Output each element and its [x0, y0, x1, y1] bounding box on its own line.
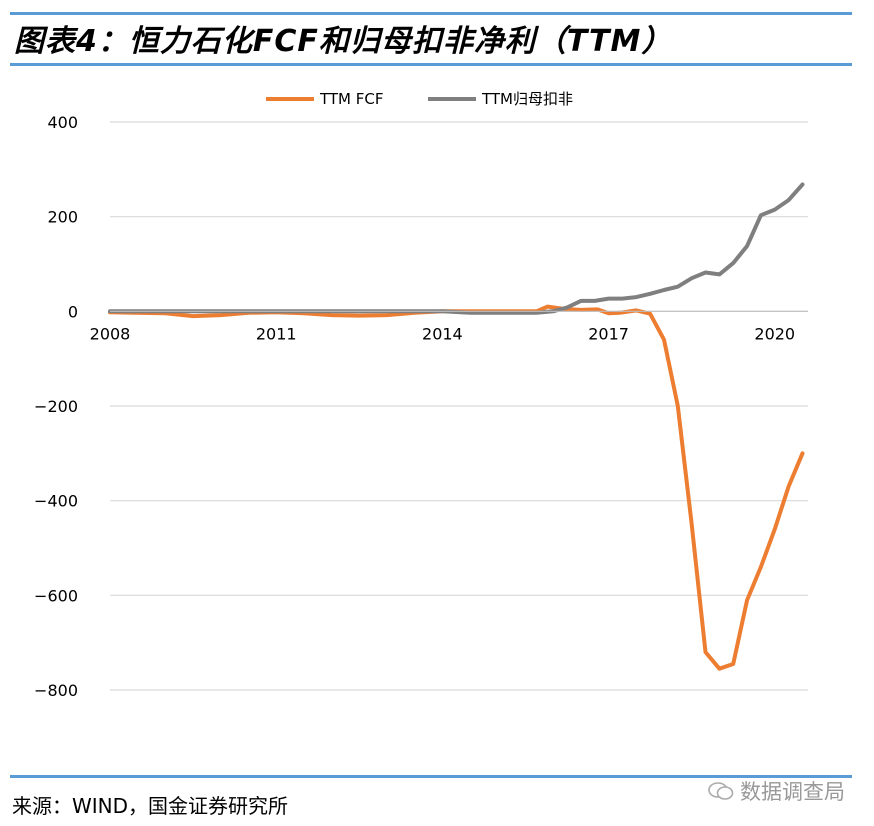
title-top-rule [10, 12, 852, 15]
y-tick-label: 0 [68, 302, 78, 321]
y-tick-label: −600 [34, 586, 78, 605]
y-tick-label: −200 [34, 397, 78, 416]
x-tick-label: 2014 [422, 324, 463, 343]
x-tick-label: 2008 [90, 324, 131, 343]
y-tick-label: −800 [34, 681, 78, 700]
legend-label: TTM FCF [319, 90, 384, 108]
series-line [108, 182, 805, 315]
y-tick-label: 400 [47, 113, 78, 132]
grid-lines [110, 121, 808, 691]
watermark: 数据调查局 [708, 776, 845, 806]
series-line [108, 304, 805, 671]
legend-label: TTM归母扣非 [481, 90, 573, 108]
y-tick-label: 200 [47, 208, 78, 227]
legend: TTM FCF TTM归母扣非 [266, 90, 573, 108]
y-tick-label: −400 [34, 492, 78, 511]
footer-rule [10, 775, 852, 778]
x-tick-label: 2020 [754, 324, 795, 343]
x-tick-label: 2011 [256, 324, 297, 343]
watermark-text: 数据调查局 [740, 780, 845, 804]
x-axis: 2008 2011 2014 2017 2020 [90, 310, 808, 343]
chat-bubbles-icon [708, 782, 734, 800]
title-bottom-rule [10, 63, 852, 66]
y-axis: 400 200 0 −200 −400 −600 −800 [34, 113, 78, 700]
figure-title: 图表4：恒力石化FCF和归母扣非净利（TTM） [14, 24, 673, 59]
series-lines [108, 182, 805, 671]
source-note: 来源：WIND，国金证券研究所 [12, 794, 289, 818]
x-tick-label: 2017 [588, 324, 629, 343]
